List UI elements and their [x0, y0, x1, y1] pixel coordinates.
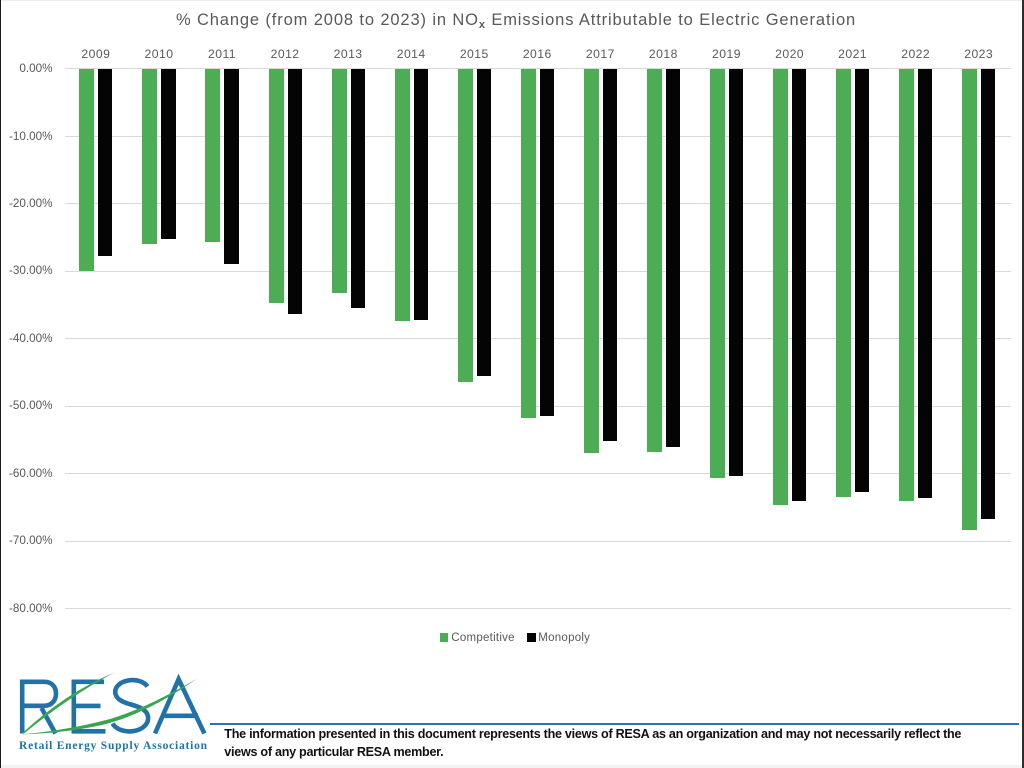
- svg-text:Retail Energy Supply Associati: Retail Energy Supply Association: [19, 740, 208, 752]
